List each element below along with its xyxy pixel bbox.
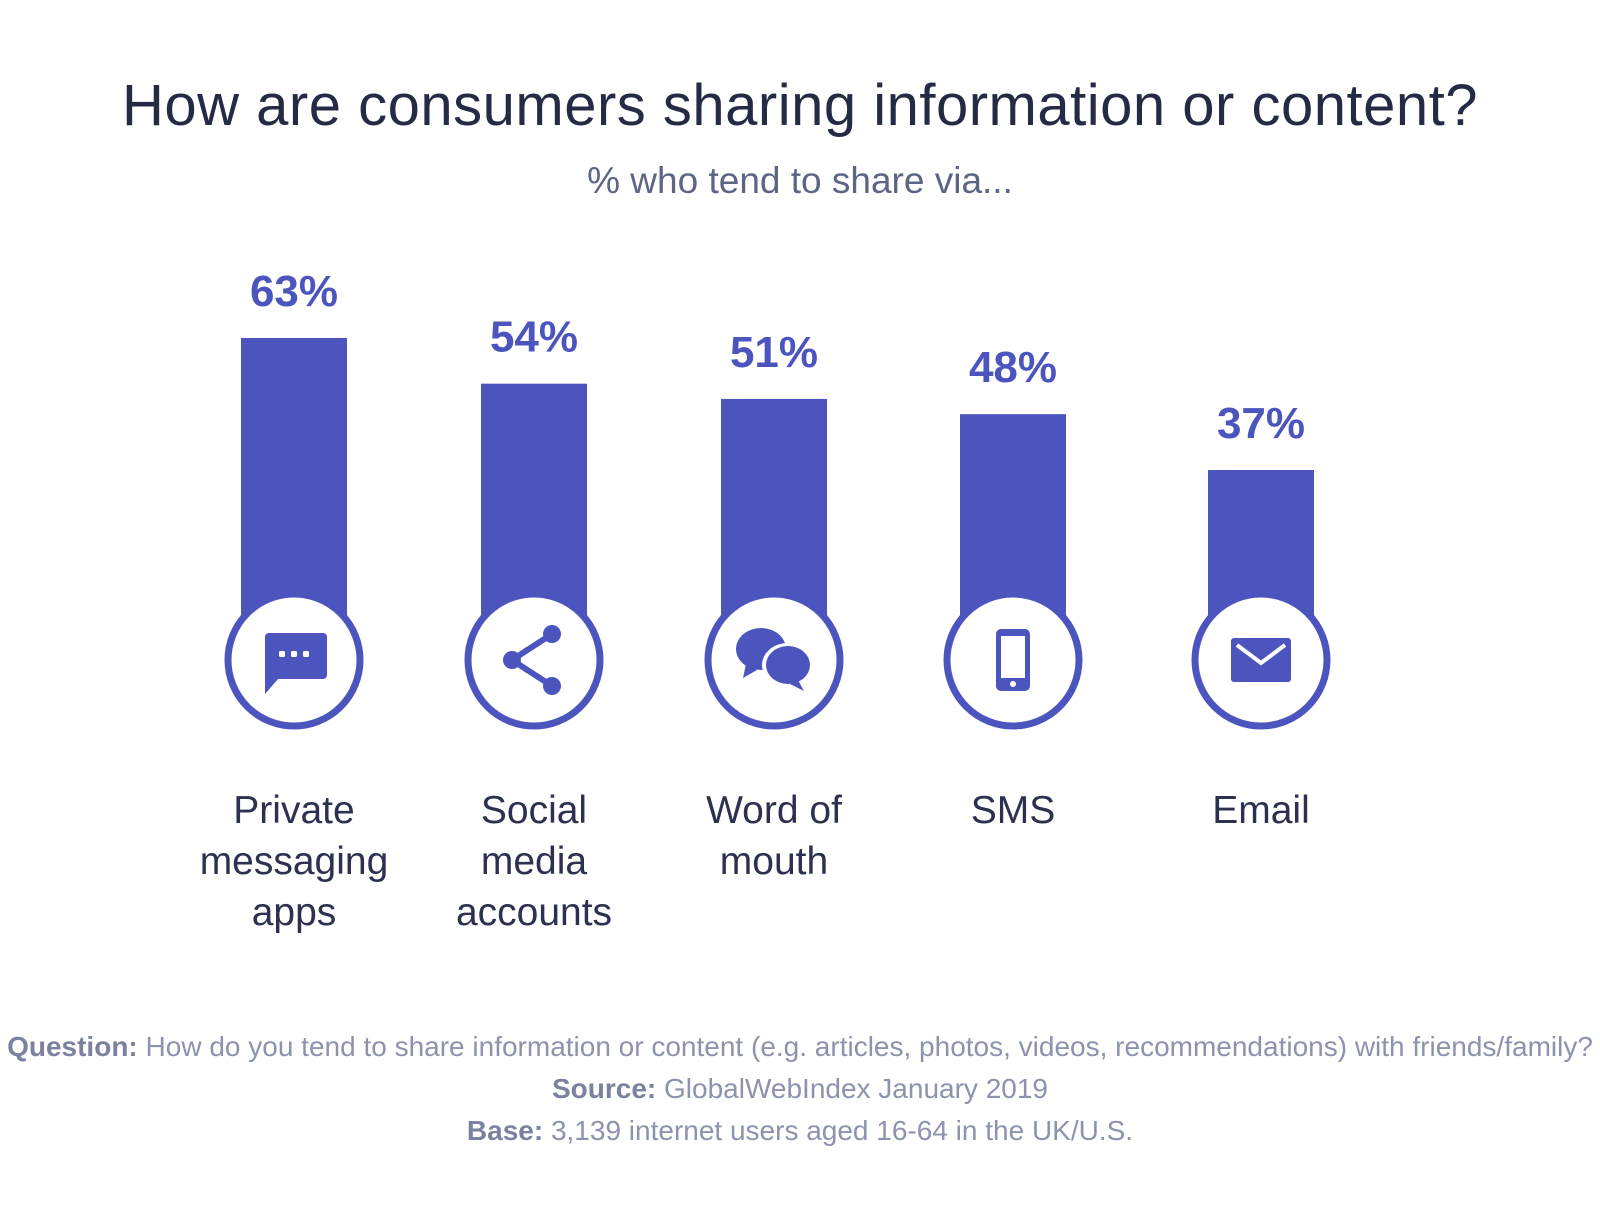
source-label: Source: (552, 1073, 657, 1104)
category-label: messaging (200, 840, 389, 883)
chart-footnote: Question: How do you tend to share infor… (0, 1026, 1600, 1152)
category-label: SMS (971, 789, 1056, 832)
base-label: Base: (466, 1115, 544, 1146)
category-label: Email (1212, 789, 1310, 832)
data-label: 51% (730, 328, 818, 377)
category-label: apps (252, 891, 337, 934)
category-label: mouth (720, 840, 828, 883)
question-text: How do you tend to share information or … (137, 1031, 1593, 1062)
speech-bubbles-icon (736, 628, 814, 691)
chart-title: How are consumers sharing information or… (122, 73, 1478, 138)
data-label: 48% (969, 343, 1057, 392)
category-label: Private (233, 789, 354, 832)
data-label: 63% (250, 267, 338, 316)
envelope-icon (1231, 638, 1291, 682)
data-label: 54% (490, 313, 578, 362)
smartphone-icon (996, 629, 1030, 691)
category-label: accounts (456, 891, 612, 934)
share-icon (503, 625, 561, 695)
chart-subtitle: % who tend to share via... (587, 160, 1013, 201)
base-text: 3,139 internet users aged 16-64 in the U… (543, 1115, 1134, 1146)
source-text: GlobalWebIndex January 2019 (656, 1073, 1048, 1104)
category-label: media (481, 840, 588, 883)
category-label: Word of (706, 789, 842, 832)
data-label: 37% (1217, 399, 1305, 448)
category-label: Social (481, 789, 587, 832)
icon-circle (464, 590, 604, 730)
chat-bubble-icon (265, 633, 327, 694)
question-label: Question: (7, 1031, 138, 1062)
